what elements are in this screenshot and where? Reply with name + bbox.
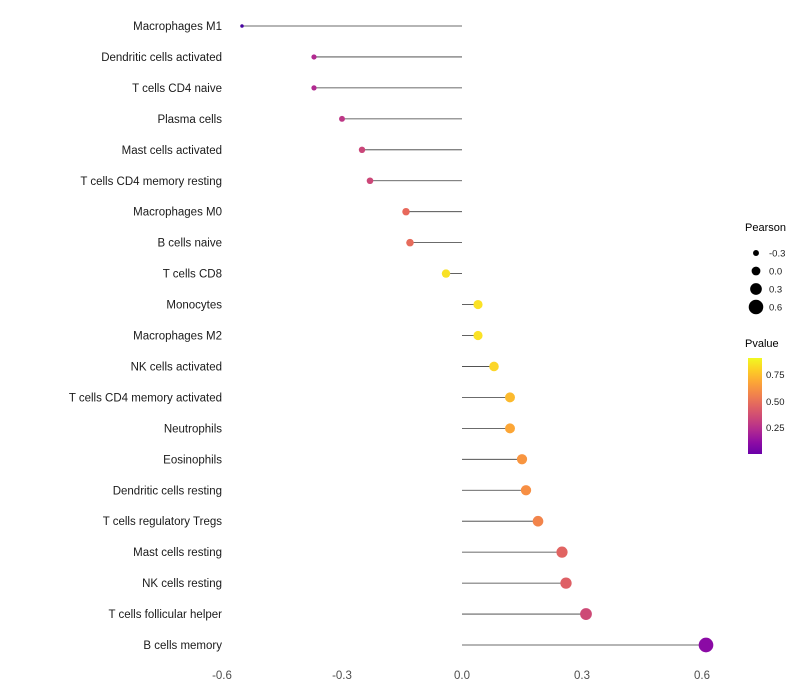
lollipop-dot bbox=[311, 85, 317, 91]
lollipop-dot bbox=[366, 177, 374, 185]
legend-size-dot bbox=[751, 266, 761, 276]
category-label: Macrophages M2 bbox=[133, 331, 222, 343]
lollipop-dot bbox=[240, 24, 244, 28]
x-tick-label: 0.6 bbox=[694, 670, 710, 682]
lollipop-dot bbox=[358, 146, 366, 153]
category-label: T cells follicular helper bbox=[108, 609, 222, 621]
legend-size-label: 0.3 bbox=[769, 285, 782, 296]
category-label: Mast cells resting bbox=[133, 547, 222, 559]
category-label: Dendritic cells activated bbox=[101, 52, 222, 64]
legend-size-label: 0.0 bbox=[769, 267, 782, 278]
category-label: Monocytes bbox=[166, 300, 222, 312]
category-label: T cells CD4 memory activated bbox=[69, 392, 222, 404]
category-label: NK cells activated bbox=[131, 361, 222, 373]
x-tick-label: -0.3 bbox=[332, 670, 352, 682]
legend-size-label: -0.3 bbox=[769, 249, 785, 260]
lollipop-dot bbox=[516, 454, 528, 465]
category-label: Macrophages M0 bbox=[133, 207, 222, 219]
lollipop-dot bbox=[402, 207, 410, 216]
lollipop-dot bbox=[489, 361, 499, 372]
category-label: T cells CD4 naive bbox=[132, 83, 222, 95]
lollipop-dot bbox=[473, 299, 483, 310]
category-label: B cells memory bbox=[143, 640, 222, 652]
category-label: Neutrophils bbox=[164, 423, 222, 435]
lollipop-dot bbox=[520, 485, 532, 496]
category-label: Eosinophils bbox=[163, 454, 222, 466]
lollipop-dot bbox=[556, 546, 568, 558]
lollipop-dot bbox=[406, 238, 414, 247]
legend-pvalue-title: Pvalue bbox=[745, 338, 779, 350]
legend-color-tick-label: 0.50 bbox=[766, 397, 785, 408]
legend-size-dot bbox=[750, 283, 762, 295]
pvalue-gradient-bar bbox=[748, 358, 762, 454]
legend-color-tick-label: 0.25 bbox=[766, 423, 785, 434]
x-tick-label: 0.0 bbox=[454, 670, 470, 682]
category-label: NK cells resting bbox=[142, 578, 222, 590]
lollipop-dot bbox=[560, 577, 572, 589]
lollipop-dot bbox=[698, 637, 714, 653]
lollipop-dot bbox=[441, 269, 451, 278]
category-label: Dendritic cells resting bbox=[113, 485, 222, 497]
legend-size-dot bbox=[748, 299, 764, 315]
lollipop-dot bbox=[311, 54, 317, 60]
category-label: T cells regulatory Tregs bbox=[103, 516, 223, 528]
legend-pearson-title: Pearson bbox=[745, 222, 786, 234]
category-label: Mast cells activated bbox=[122, 145, 222, 157]
lollipop-dot bbox=[580, 608, 592, 620]
lollipop-dot bbox=[473, 330, 483, 341]
lollipop-dot bbox=[505, 392, 515, 403]
lollipop-dot bbox=[532, 515, 544, 527]
x-tick-label: -0.6 bbox=[212, 670, 232, 682]
category-label: B cells naive bbox=[157, 238, 222, 250]
x-tick-label: 0.3 bbox=[574, 670, 590, 682]
legend-size-dot bbox=[753, 250, 759, 256]
legend-color-tick-label: 0.75 bbox=[766, 370, 785, 381]
legend-size-label: 0.6 bbox=[769, 303, 782, 314]
category-label: Macrophages M1 bbox=[133, 21, 222, 33]
lollipop-dot bbox=[505, 423, 515, 434]
category-label: Plasma cells bbox=[157, 114, 222, 126]
category-label: T cells CD8 bbox=[163, 269, 222, 281]
category-label: T cells CD4 memory resting bbox=[80, 176, 222, 188]
lollipop-dot bbox=[339, 115, 345, 122]
